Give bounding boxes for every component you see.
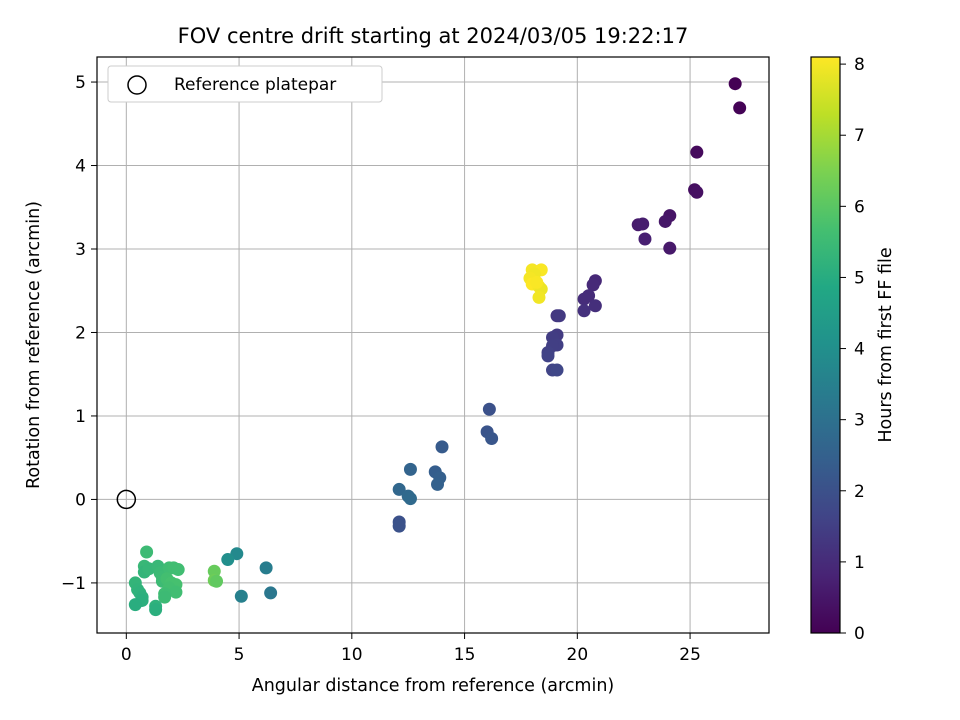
data-point [431, 477, 445, 491]
grid-lines [97, 57, 769, 633]
x-tick-label: 5 [234, 645, 245, 665]
legend: Reference platepar [107, 65, 383, 103]
data-point [663, 241, 677, 255]
colorbar-label: Hours from first FF file [876, 247, 896, 442]
data-point [403, 462, 417, 476]
y-tick-label: 1 [75, 407, 86, 427]
colorbar-gradient [811, 57, 840, 633]
y-tick-label: 0 [75, 490, 86, 510]
y-axis-ticks: −1 0 1 2 3 4 5 [61, 73, 97, 594]
x-tick-label: 10 [341, 645, 363, 665]
data-point [636, 217, 650, 231]
data-point [207, 564, 221, 578]
reference-point-marker [116, 489, 137, 510]
x-tick-label: 20 [567, 645, 589, 665]
data-point [728, 77, 742, 91]
y-tick-label: 2 [75, 323, 86, 343]
colorbar-tick-label: 1 [854, 553, 865, 573]
colorbar-ticks: 0 1 2 3 4 5 6 7 8 [840, 55, 865, 644]
colorbar-tick-label: 4 [854, 340, 865, 360]
data-point [392, 482, 406, 496]
x-tick-label: 0 [121, 645, 132, 665]
colorbar-tick-label: 3 [854, 411, 865, 431]
colorbar: 0 1 2 3 4 5 6 7 8 Hours from first FF file [810, 55, 896, 644]
data-point [259, 561, 273, 575]
data-point [552, 309, 566, 323]
data-point [658, 214, 672, 228]
data-point [485, 431, 499, 445]
colorbar-tick-label: 8 [854, 55, 865, 75]
data-point [140, 545, 154, 559]
x-axis-label: Angular distance from reference (arcmin) [252, 676, 615, 696]
y-tick-label: 5 [75, 73, 86, 93]
data-point [169, 585, 183, 599]
colorbar-tick-label: 6 [854, 197, 865, 217]
colorbar-tick-label: 5 [854, 268, 865, 288]
data-point [550, 363, 564, 377]
x-axis-ticks: 0 5 10 15 20 25 [121, 633, 701, 665]
x-tick-label: 25 [679, 645, 701, 665]
data-point [638, 232, 652, 246]
data-point [541, 349, 555, 363]
colorbar-tick-label: 2 [854, 482, 865, 502]
data-point [264, 586, 278, 600]
data-point [588, 299, 602, 313]
legend-label: Reference platepar [174, 75, 336, 95]
y-tick-label: −1 [61, 574, 86, 594]
legend-box [107, 65, 383, 103]
data-point [577, 292, 591, 306]
colorbar-tick-label: 7 [854, 126, 865, 146]
legend-marker [127, 75, 147, 95]
x-tick-label: 15 [454, 645, 476, 665]
data-point [530, 275, 544, 289]
data-point [392, 519, 406, 533]
data-point [733, 101, 747, 115]
data-point [158, 590, 172, 604]
data-point [532, 290, 546, 304]
data-point [586, 278, 600, 292]
data-point [403, 492, 417, 506]
data-point [435, 440, 449, 454]
data-point [482, 402, 496, 416]
data-point [171, 563, 185, 577]
y-tick-label: 4 [75, 157, 86, 177]
y-axis-label: Rotation from reference (arcmin) [24, 201, 44, 489]
y-tick-label: 3 [75, 240, 86, 260]
colorbar-tick-label: 0 [854, 624, 865, 644]
data-points [128, 77, 747, 617]
data-point [234, 589, 248, 603]
data-point [577, 304, 591, 318]
data-point [149, 603, 163, 617]
data-point [210, 574, 224, 588]
data-point [221, 553, 235, 567]
data-point [690, 145, 704, 159]
chart-title: FOV centre drift starting at 2024/03/05 … [178, 24, 689, 48]
data-point [690, 185, 704, 199]
colorbar-frame [810, 56, 841, 634]
data-point [128, 598, 142, 612]
plot-frame [96, 56, 770, 634]
